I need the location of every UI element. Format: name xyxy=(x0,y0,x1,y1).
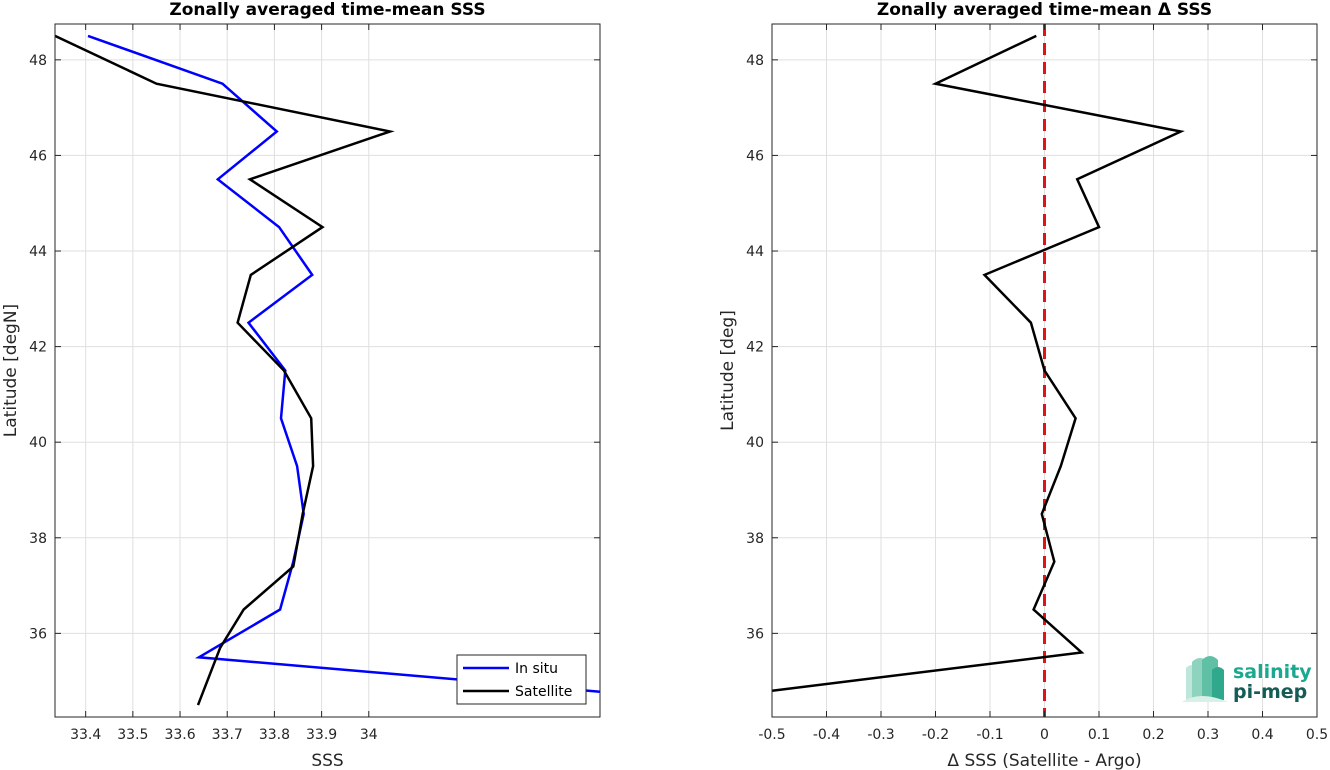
chart-title: Zonally averaged time-mean Δ SSS xyxy=(877,0,1212,20)
x-tick-label: -0.3 xyxy=(867,727,894,743)
x-tick-label: -0.1 xyxy=(976,727,1003,743)
x-tick-label: 33.5 xyxy=(117,727,148,743)
x-tick-label: 0.2 xyxy=(1142,727,1164,743)
y-tick-label: 42 xyxy=(29,340,47,356)
y-tick-label: 46 xyxy=(746,148,764,164)
y-tick-label: 38 xyxy=(746,531,764,547)
y-axis-label: Latitude [deg] xyxy=(718,310,738,431)
legend-label: Satellite xyxy=(515,684,572,700)
x-tick-label: 0 xyxy=(1040,727,1049,743)
logo-text-line1: salinity xyxy=(1233,661,1312,683)
x-tick-label: 0.3 xyxy=(1197,727,1219,743)
x-tick-label: 0.5 xyxy=(1306,727,1328,743)
series-line-satellite xyxy=(55,34,395,706)
y-tick-label: 44 xyxy=(746,244,764,260)
y-tick-label: 44 xyxy=(29,244,47,260)
y-tick-label: 46 xyxy=(29,148,47,164)
logo-text-line2: pi-mep xyxy=(1233,681,1307,703)
axes-box xyxy=(54,23,601,718)
x-tick-label: -0.2 xyxy=(922,727,949,743)
x-axis-label: Δ SSS (Satellite - Argo) xyxy=(947,751,1141,770)
x-tick-label: -0.5 xyxy=(758,727,785,743)
plot-area xyxy=(55,24,600,717)
x-axis-label: SSS xyxy=(311,751,343,770)
y-tick-label: 48 xyxy=(29,53,47,69)
y-tick-label: 36 xyxy=(746,626,764,642)
y-tick-label: 36 xyxy=(29,626,47,642)
grid xyxy=(55,24,600,717)
x-tick-label: 33.9 xyxy=(306,727,337,743)
y-tick-label: 48 xyxy=(746,53,764,69)
logo: salinity pi-mep xyxy=(1182,656,1312,703)
y-tick-label: 40 xyxy=(746,435,764,451)
x-tick-label: 0.4 xyxy=(1251,727,1273,743)
x-tick-label: 34 xyxy=(360,727,378,743)
legend-box xyxy=(456,654,587,705)
x-tick-label: 33.6 xyxy=(164,727,195,743)
chart-title: Zonally averaged time-mean SSS xyxy=(169,0,485,20)
x-tick-label: 33.8 xyxy=(259,727,290,743)
x-tick-label: 0.1 xyxy=(1088,727,1110,743)
y-tick-label: 38 xyxy=(29,531,47,547)
x-tick-label: -0.4 xyxy=(813,727,840,743)
x-tick-label: 33.4 xyxy=(70,727,101,743)
x-tick-label: 33.7 xyxy=(212,727,243,743)
series-line-delta-sss xyxy=(772,34,1185,692)
legend: In situ Satellite xyxy=(456,654,587,705)
y-axis-label: Latitude [degN] xyxy=(1,304,21,437)
panel-delta-sss: -0.5 -0.4 -0.3 -0.2 -0.1 0 0.1 0.2 0.3 0.4 0.5 36 38… xyxy=(718,0,1328,770)
legend-label: In situ xyxy=(515,661,558,677)
salinity-pimep-logo-icon xyxy=(1182,656,1228,702)
panel-sss: 33.4 33.5 33.6 33.7 33.8 33.9 34 36 38 40 42 44 46 48… xyxy=(1,0,601,770)
y-tick-label: 40 xyxy=(29,435,47,451)
y-tick-label: 42 xyxy=(746,340,764,356)
